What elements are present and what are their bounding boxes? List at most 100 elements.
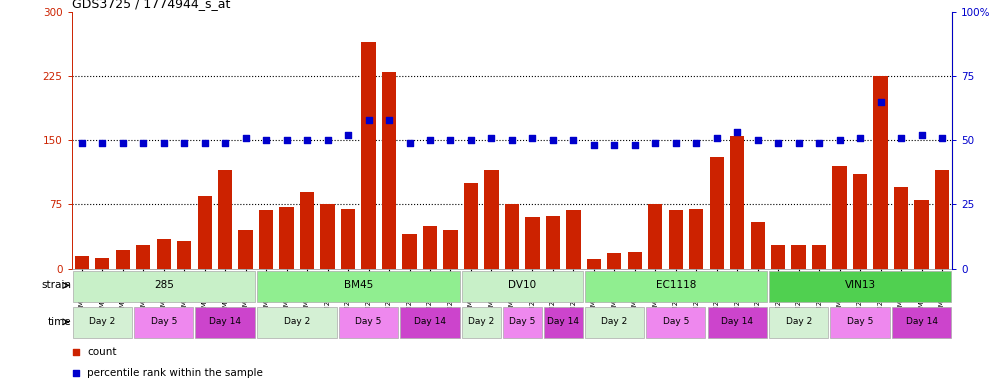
Text: Day 2: Day 2 (283, 317, 310, 326)
Bar (464, 183, 478, 269)
Bar (791, 245, 806, 269)
Point (585, 142, 601, 148)
Point (749, 137, 765, 143)
Bar (382, 71, 397, 269)
Text: Day 5: Day 5 (150, 317, 177, 326)
Point (811, 140, 827, 146)
Point (525, 134, 541, 141)
Text: Day 2: Day 2 (601, 317, 627, 326)
Text: DV10: DV10 (508, 280, 536, 290)
Bar (646, 307, 706, 338)
Point (258, 137, 274, 143)
Point (156, 140, 172, 146)
Text: Day 2: Day 2 (468, 317, 494, 326)
Bar (812, 245, 826, 269)
Point (238, 134, 253, 141)
Bar (422, 226, 437, 269)
Point (934, 134, 950, 141)
Bar (832, 166, 847, 269)
Point (873, 98, 889, 104)
Point (176, 140, 192, 146)
Bar (874, 76, 888, 269)
Text: time: time (48, 317, 72, 327)
Bar (75, 256, 89, 269)
Text: BM45: BM45 (344, 280, 373, 290)
Point (913, 132, 929, 138)
Bar (401, 307, 459, 338)
Bar (73, 307, 132, 338)
Bar (198, 196, 212, 269)
Text: Day 14: Day 14 (906, 317, 937, 326)
Bar (853, 174, 867, 269)
Bar (218, 170, 233, 269)
Point (709, 134, 725, 141)
Bar (525, 217, 540, 269)
Bar (586, 258, 601, 269)
Bar (627, 252, 642, 269)
Bar (769, 307, 828, 338)
Point (463, 137, 479, 143)
Point (299, 137, 315, 143)
Text: Day 2: Day 2 (785, 317, 812, 326)
Point (68, 349, 83, 356)
Bar (95, 258, 109, 269)
Bar (830, 307, 890, 338)
Text: count: count (87, 347, 117, 358)
Point (606, 142, 622, 148)
Point (627, 142, 643, 148)
Bar (279, 207, 294, 269)
Point (566, 137, 581, 143)
Bar (769, 271, 951, 302)
Text: 285: 285 (154, 280, 174, 290)
Point (893, 134, 909, 141)
Point (218, 140, 234, 146)
Bar (607, 253, 621, 269)
Bar (157, 239, 171, 269)
Bar (339, 307, 399, 338)
Point (74, 140, 89, 146)
Text: strain: strain (42, 280, 72, 290)
Point (422, 137, 438, 143)
Bar (730, 136, 745, 269)
Bar (750, 222, 764, 269)
Bar (584, 307, 644, 338)
Point (770, 140, 786, 146)
Bar (134, 307, 194, 338)
Point (730, 129, 746, 136)
Point (442, 137, 458, 143)
Text: Day 14: Day 14 (209, 317, 242, 326)
Bar (259, 210, 273, 269)
Point (68, 370, 83, 376)
Point (483, 134, 499, 141)
Point (545, 137, 561, 143)
Text: GDS3725 / 1774944_s_at: GDS3725 / 1774944_s_at (72, 0, 230, 10)
Point (402, 140, 417, 146)
Bar (115, 250, 130, 269)
Bar (648, 205, 662, 269)
Bar (546, 216, 560, 269)
Point (668, 140, 684, 146)
Bar (708, 307, 767, 338)
Point (647, 140, 663, 146)
Bar (894, 187, 909, 269)
Bar (256, 307, 337, 338)
Point (852, 134, 868, 141)
Text: Day 14: Day 14 (414, 317, 446, 326)
Point (340, 132, 356, 138)
Point (135, 140, 151, 146)
Bar (934, 170, 949, 269)
Bar (503, 307, 542, 338)
Text: percentile rank within the sample: percentile rank within the sample (87, 368, 263, 379)
Bar (462, 307, 501, 338)
Bar (73, 271, 254, 302)
Point (832, 137, 848, 143)
Bar (341, 209, 355, 269)
Bar (362, 41, 376, 269)
Text: Day 5: Day 5 (356, 317, 382, 326)
Point (361, 116, 377, 122)
Bar (196, 307, 254, 338)
Point (320, 137, 336, 143)
Bar (892, 307, 951, 338)
Point (115, 140, 131, 146)
Bar (443, 230, 457, 269)
